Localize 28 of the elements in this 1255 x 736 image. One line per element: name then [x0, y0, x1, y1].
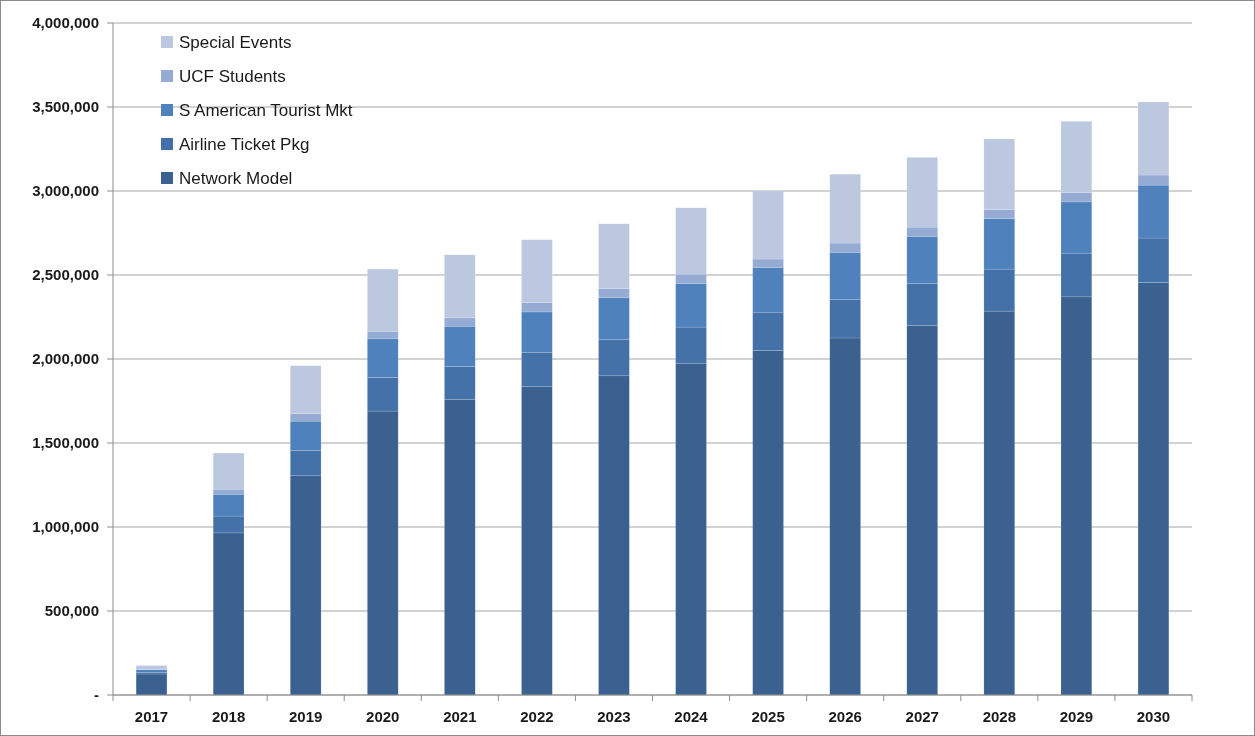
y-tick-label: 3,500,000 — [32, 98, 99, 116]
legend-label: Network Model — [179, 168, 293, 188]
x-tick-label: 2028 — [982, 708, 1017, 725]
x-tick-label: 2030 — [1136, 708, 1171, 725]
x-tick-label: 2017 — [134, 708, 169, 725]
legend-label: S American Tourist Mkt — [179, 100, 353, 120]
y-tick-label: 1,500,000 — [32, 434, 99, 452]
y-tick-label: 500,000 — [44, 602, 99, 620]
y-tick-label: 4,000,000 — [32, 14, 99, 32]
x-tick-label: 2021 — [443, 708, 477, 725]
legend-label: Airline Ticket Pkg — [179, 134, 310, 154]
x-tick-label: 2020 — [366, 708, 400, 725]
x-tick-label: 2023 — [597, 708, 631, 725]
y-tick-label: 1,000,000 — [32, 518, 99, 536]
x-tick-label: 2022 — [520, 708, 554, 725]
legend-label: Special Events — [179, 32, 292, 52]
y-tick-label: 3,000,000 — [32, 182, 99, 200]
y-tick-label: 2,500,000 — [32, 266, 99, 284]
x-tick-label: 2024 — [674, 708, 709, 725]
y-tick-label: - — [94, 686, 99, 704]
legend-label: UCF Students — [179, 66, 286, 86]
x-tick-label: 2025 — [751, 708, 785, 725]
x-tick-label: 2029 — [1059, 708, 1094, 725]
x-tick-label: 2026 — [828, 708, 862, 725]
x-tick-label: 2018 — [211, 708, 246, 725]
y-tick-label: 2,000,000 — [32, 350, 99, 368]
x-tick-label: 2027 — [905, 708, 939, 725]
x-tick-label: 2019 — [288, 708, 323, 725]
